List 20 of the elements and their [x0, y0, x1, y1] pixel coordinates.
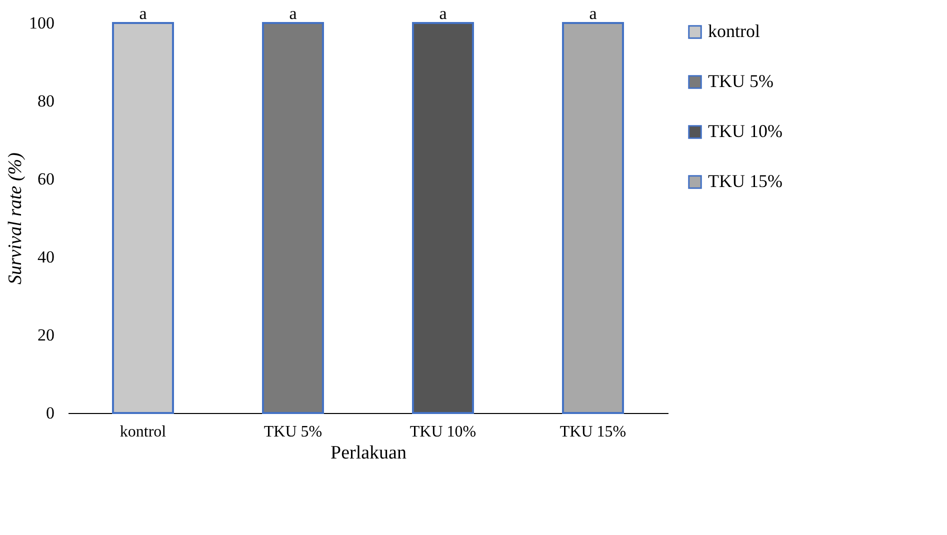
- y-tick-label: 20: [38, 326, 54, 344]
- x-tick-label: kontrol: [120, 424, 167, 440]
- x-tick-label: TKU 10%: [410, 424, 476, 440]
- x-tick-label: TKU 15%: [560, 424, 626, 440]
- y-tick-label: 0: [46, 404, 54, 422]
- y-tick-label: 60: [38, 170, 54, 188]
- annotation: a: [289, 4, 298, 23]
- y-tick-label: 100: [29, 14, 54, 32]
- annotation: a: [139, 4, 148, 23]
- legend-label: kontrol: [708, 21, 760, 41]
- annotation: a: [589, 4, 598, 23]
- legend-label: TKU 15%: [708, 171, 782, 191]
- y-tick-label: 80: [38, 92, 54, 110]
- y-tick-label: 40: [38, 248, 54, 266]
- legend-label: TKU 10%: [708, 121, 782, 141]
- x-axis-title: Perlakuan: [330, 442, 407, 464]
- x-tick-label: TKU 5%: [264, 424, 322, 440]
- legend-label: TKU 5%: [708, 71, 774, 91]
- annotation: a: [439, 4, 448, 23]
- y-axis-title: Survival rate (%): [5, 152, 26, 284]
